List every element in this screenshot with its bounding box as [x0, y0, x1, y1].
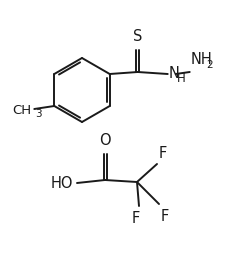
Text: 2: 2	[207, 60, 213, 70]
Text: F: F	[159, 146, 167, 161]
Text: F: F	[161, 209, 169, 224]
Text: N: N	[169, 66, 180, 81]
Text: O: O	[99, 133, 111, 148]
Text: HO: HO	[51, 177, 73, 192]
Text: 3: 3	[35, 109, 42, 119]
Text: F: F	[132, 211, 140, 226]
Text: CH: CH	[12, 103, 31, 117]
Text: H: H	[177, 72, 185, 84]
Text: NH: NH	[191, 52, 212, 67]
Text: S: S	[133, 29, 142, 44]
